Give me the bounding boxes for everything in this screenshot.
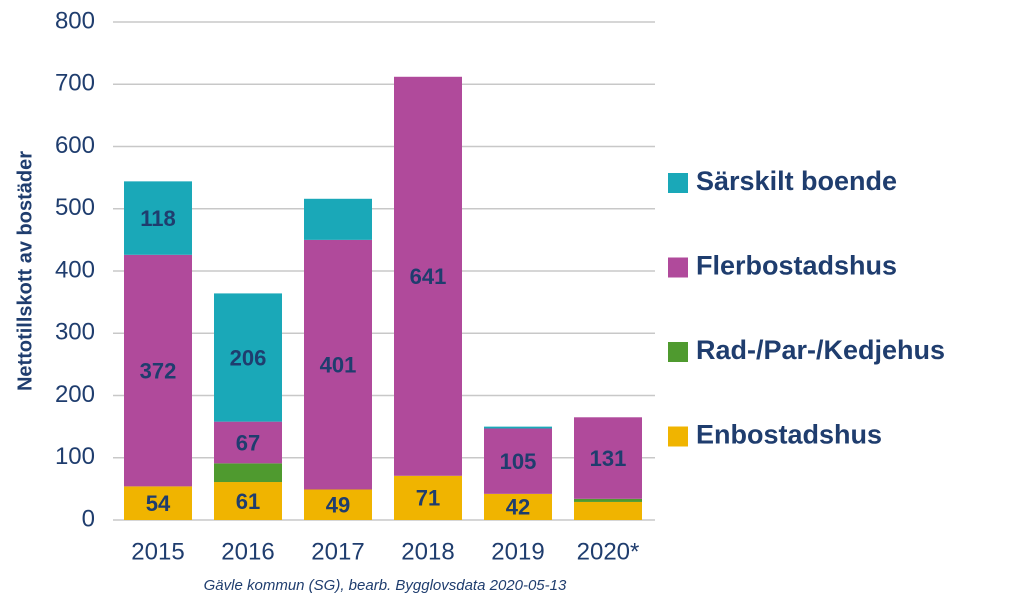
bar-segment <box>484 426 552 429</box>
data-label: 42 <box>506 495 530 520</box>
bar-segment <box>124 486 192 520</box>
bar-segment <box>574 417 642 499</box>
x-tick-label: 2016 <box>221 538 274 565</box>
y-tick-label: 0 <box>82 505 95 532</box>
data-label: 105 <box>500 449 537 474</box>
data-label: 401 <box>320 352 357 377</box>
bar-segment <box>574 501 642 520</box>
y-tick-label: 100 <box>55 443 95 470</box>
legend-swatch <box>668 173 688 193</box>
x-tick-label: 2018 <box>401 538 454 565</box>
data-label: 206 <box>230 345 267 370</box>
bar-segment <box>214 463 282 483</box>
bar-segment <box>574 498 642 502</box>
data-label: 131 <box>590 446 627 471</box>
data-label: 118 <box>140 206 176 231</box>
y-tick-label: 300 <box>55 319 95 346</box>
bar-segment <box>214 421 282 464</box>
legend-label: Flerbostadshus <box>696 251 897 281</box>
x-tick-label: 2015 <box>131 538 184 565</box>
y-tick-label: 500 <box>55 194 95 221</box>
source-note: Gävle kommun (SG), bearb. Bygglovsdata 2… <box>204 577 567 594</box>
bar-segment <box>394 475 462 520</box>
y-tick-label: 200 <box>55 381 95 408</box>
x-tick-label: 2019 <box>491 538 544 565</box>
legend-label: Rad-/Par-/Kedjehus <box>696 335 945 365</box>
bar-segment <box>304 489 372 520</box>
bar-segment <box>124 254 192 487</box>
bar-segment <box>394 76 462 476</box>
bar-segment <box>304 198 372 240</box>
data-label: 71 <box>416 486 440 511</box>
y-tick-label: 800 <box>55 7 95 34</box>
legend-label: Enbostadshus <box>696 420 882 450</box>
bar-segment <box>304 239 372 490</box>
legend-swatch <box>668 257 688 278</box>
bar-segment <box>214 482 282 520</box>
bar-segment <box>484 428 552 494</box>
x-tick-label: 2020* <box>577 538 640 565</box>
bar-segment <box>484 493 552 520</box>
legend-label: Särskilt boende <box>696 166 897 196</box>
data-label: 49 <box>326 493 350 518</box>
data-label: 641 <box>410 264 447 289</box>
data-label: 61 <box>236 489 260 514</box>
legend-swatch <box>668 426 688 447</box>
x-tick-label: 2017 <box>311 538 364 565</box>
bar-segment <box>124 181 192 255</box>
y-tick-label: 700 <box>55 70 95 97</box>
y-axis-label: Nettotillskott av bostäder <box>14 151 36 391</box>
y-tick-label: 400 <box>55 256 95 283</box>
data-label: 67 <box>236 430 260 455</box>
data-label: 54 <box>146 491 171 516</box>
data-label: 372 <box>140 358 177 383</box>
legend-swatch <box>668 342 688 362</box>
y-tick-label: 600 <box>55 132 95 159</box>
bar-segment <box>214 293 282 422</box>
